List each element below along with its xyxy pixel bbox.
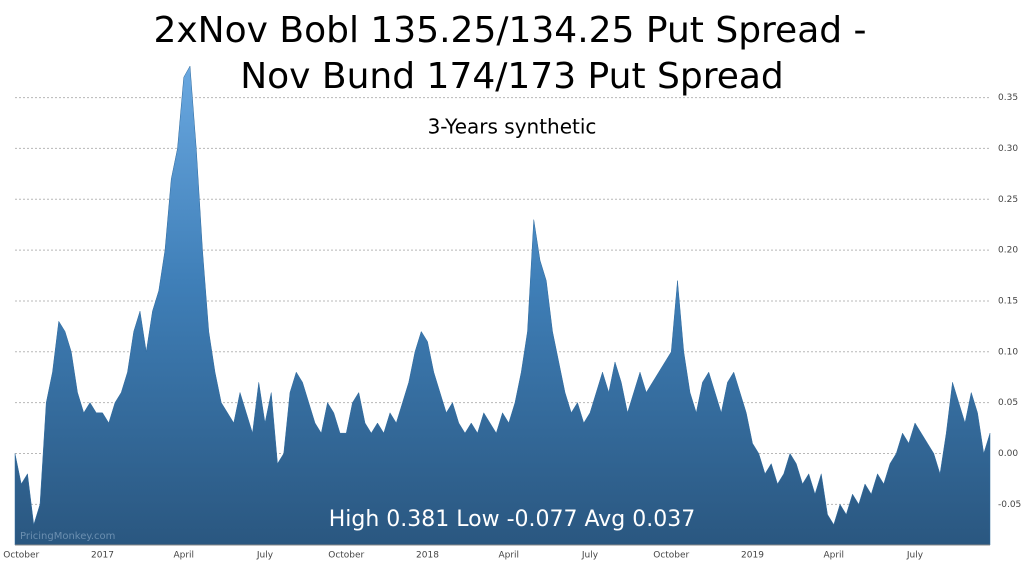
x-tick-label: July: [256, 551, 274, 561]
y-tick-label: 0.30: [998, 144, 1018, 154]
grid: [15, 97, 990, 505]
y-tick-label: 0.20: [998, 246, 1018, 256]
y-tick-label: 0.25: [998, 195, 1018, 205]
y-tick-label: 0.15: [998, 296, 1018, 306]
y-tick-label: -0.05: [998, 500, 1021, 510]
y-tick-label: 0.35: [998, 93, 1018, 103]
y-tick-label: 0.00: [998, 449, 1018, 459]
area: [14, 65, 991, 546]
x-tick-label: October: [328, 551, 364, 561]
x-tick-label: July: [581, 551, 599, 561]
chart-title: 2xNov Bobl 135.25/134.25 Put Spread -: [153, 10, 866, 51]
y-tick-label: 0.05: [998, 398, 1018, 408]
x-tick-label: April: [173, 551, 194, 561]
plot-area: [14, 65, 991, 546]
y-tick-label: 0.10: [998, 347, 1018, 357]
x-tick-label: 2018: [416, 551, 439, 561]
x-tick-label: 2017: [91, 551, 114, 561]
x-tick-label: April: [823, 551, 844, 561]
x-tick-label: July: [906, 551, 924, 561]
chart-subtitle: 3-Years synthetic: [428, 115, 597, 139]
watermark: PricingMonkey.com: [20, 531, 115, 542]
x-tick-label: October: [653, 551, 689, 561]
chart-title: Nov Bund 174/173 Put Spread: [240, 56, 784, 97]
x-tick-label: October: [3, 551, 39, 561]
annotation: High 0.381 Low -0.077 Avg 0.037: [329, 507, 695, 532]
x-tick-label: 2019: [741, 551, 764, 561]
x-tick-label: April: [498, 551, 519, 561]
